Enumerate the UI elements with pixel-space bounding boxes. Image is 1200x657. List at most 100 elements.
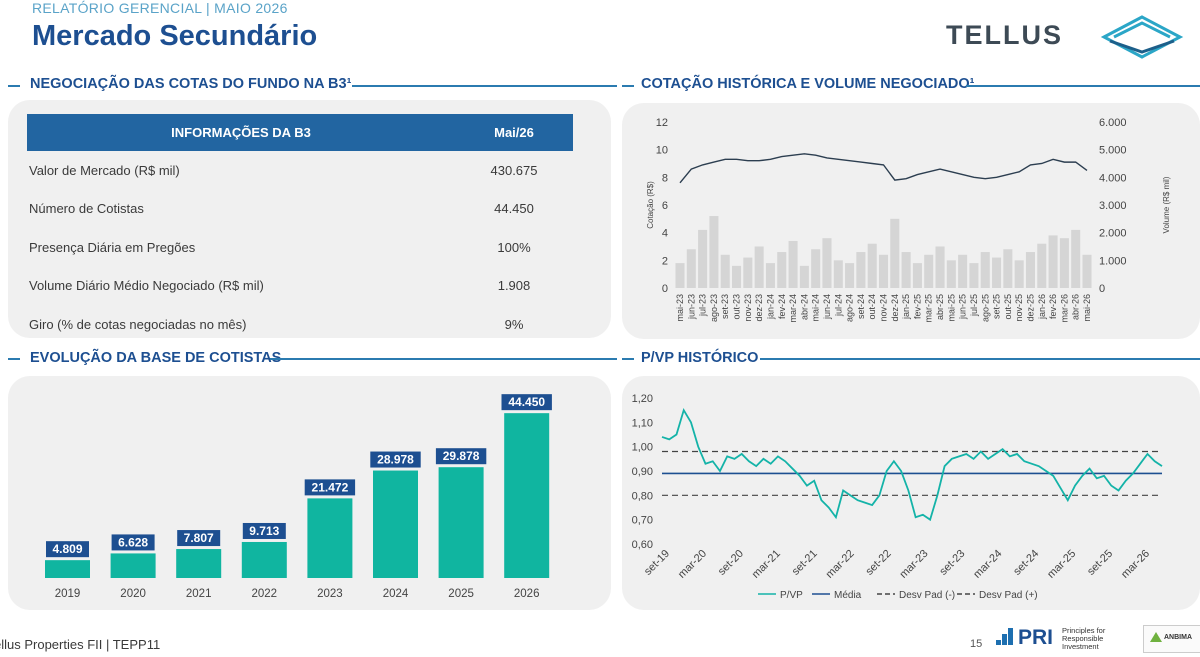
x-tick-label: jun-25 <box>958 294 968 320</box>
x-tick-label: mar-21 <box>750 548 783 581</box>
x-tick-label: dez-25 <box>1025 294 1035 322</box>
y-tick-label: 0,70 <box>632 515 653 527</box>
pri-logo-icon <box>996 628 1013 645</box>
x-tick-label: dez-24 <box>890 294 900 322</box>
volume-bar <box>958 254 968 288</box>
row-label: Valor de Mercado (R$ mil) <box>29 162 180 178</box>
x-tick-label: jul-24 <box>833 294 843 317</box>
x-tick-label: mai-26 <box>1082 294 1092 322</box>
x-tick-label: mar-23 <box>897 548 930 581</box>
y-left-tick-label: 12 <box>656 117 668 129</box>
report-tag: RELATÓRIO GERENCIAL | MAIO 2026 <box>32 0 288 16</box>
x-tick-label: out-23 <box>732 294 742 320</box>
volume-bar <box>732 265 742 288</box>
volume-bar <box>675 263 685 288</box>
x-tick-label: set-25 <box>992 294 1002 319</box>
volume-bar <box>1071 229 1081 288</box>
y-tick-label: 1,00 <box>632 442 653 454</box>
x-tick-label: 2024 <box>383 588 409 600</box>
table-row: Volume Diário Médio Negociado (R$ mil) 1.… <box>27 267 573 306</box>
table-row: Giro (% de cotas negociadas no mês) 9% <box>27 305 573 344</box>
pri-logo-caption: Principles for Responsible Investment <box>1062 626 1106 651</box>
x-tick-label: abr-25 <box>935 294 945 320</box>
bar-value-label: 6.628 <box>118 535 148 549</box>
volume-bar <box>686 249 696 288</box>
x-tick-label: mar-25 <box>924 294 934 323</box>
row-label: Volume Diário Médio Negociado (R$ mil) <box>29 278 264 294</box>
x-tick-label: fev-24 <box>777 294 787 319</box>
x-tick-label: set-24 <box>1011 548 1041 578</box>
volume-bar <box>901 252 911 288</box>
volume-bar <box>698 229 708 288</box>
bar-label-box <box>46 541 89 558</box>
bar-label-box <box>304 479 356 496</box>
legend-label: P/VP <box>780 590 803 601</box>
volume-bar <box>890 218 900 288</box>
section-rule <box>352 85 617 87</box>
x-tick-label: set-21 <box>790 548 820 578</box>
y-right-tick-label: 2.000 <box>1099 228 1127 240</box>
volume-bar <box>845 263 855 288</box>
holders-bar <box>45 560 90 578</box>
volume-bar <box>946 260 956 288</box>
section-title-trading: NEGOCIAÇÃO DAS COTAS DO FUNDO NA B3¹ <box>30 76 352 92</box>
x-tick-label: jun-24 <box>822 294 832 320</box>
row-label: Giro (% de cotas negociadas no mês) <box>29 316 247 332</box>
x-tick-label: mar-20 <box>676 548 709 581</box>
x-tick-label: set-23 <box>937 548 967 578</box>
holders-bar <box>307 498 353 578</box>
x-tick-label: abr-26 <box>1071 294 1081 320</box>
x-tick-label: set-24 <box>856 294 866 319</box>
row-label: Número de Cotistas <box>29 201 144 217</box>
x-tick-label: set-20 <box>716 548 746 578</box>
section-rule <box>966 85 1200 87</box>
x-tick-label: jun-23 <box>686 294 696 320</box>
bar-value-label: 9.713 <box>249 524 279 538</box>
volume-bar <box>980 252 990 288</box>
price-volume-chart: 12 10 8 6 4 2 0 6.000 5.000 4.000 3.000 2.000 1.000 0… <box>646 117 1171 323</box>
x-tick-label: jul-25 <box>969 294 979 317</box>
pvp-line <box>661 407 1163 522</box>
anbima-logo-icon <box>1150 632 1162 642</box>
row-label: Presença Diária em Pregões <box>29 239 196 255</box>
x-tick-label: mar-24 <box>788 294 798 323</box>
x-tick-label: mar-26 <box>1119 548 1152 581</box>
footer-fund-name: ellus Properties FII | TEPP11 <box>0 637 161 652</box>
volume-bar <box>1059 238 1069 288</box>
bar-label-box <box>177 530 221 547</box>
legend-label: Desv Pad (+) <box>979 590 1038 601</box>
x-tick-label: fev-25 <box>912 294 922 319</box>
volume-bar <box>822 238 832 288</box>
x-tick-label: dez-23 <box>754 294 764 322</box>
volume-bar <box>992 257 1002 288</box>
volume-bar <box>777 252 787 288</box>
volume-bar <box>709 216 719 288</box>
bar-label-box <box>111 534 155 551</box>
holders-bar <box>110 553 156 578</box>
y-left-tick-label: 4 <box>662 228 668 240</box>
row-value: 100% <box>497 239 531 255</box>
y-tick-label: 0,80 <box>632 490 653 502</box>
table-header-info: INFORMAÇÕES DA B3 <box>27 114 455 151</box>
x-tick-label: set-25 <box>1085 548 1115 578</box>
volume-bar <box>720 254 730 288</box>
table-row: Número de Cotistas 44.450 <box>27 190 573 229</box>
logo-text: TELLUS <box>946 20 1063 50</box>
volume-bar <box>935 246 945 288</box>
holders-bar <box>176 549 222 578</box>
y-tick-label: 1,10 <box>632 417 653 429</box>
y-left-tick-label: 8 <box>662 172 668 184</box>
row-value: 1.908 <box>497 278 531 294</box>
volume-bar <box>878 254 889 288</box>
row-value: 430.675 <box>490 162 538 178</box>
x-tick-label: 2023 <box>317 588 343 600</box>
volume-bar <box>833 260 843 288</box>
volume-bar <box>1025 252 1035 288</box>
section-dash <box>8 85 20 87</box>
section-dash <box>8 358 20 360</box>
tellus-logo-icon <box>1100 15 1184 59</box>
y-right-tick-label: 4.000 <box>1099 172 1127 184</box>
pri-logo-text: PRI <box>1018 626 1054 649</box>
y-left-tick-label: 10 <box>656 145 668 157</box>
